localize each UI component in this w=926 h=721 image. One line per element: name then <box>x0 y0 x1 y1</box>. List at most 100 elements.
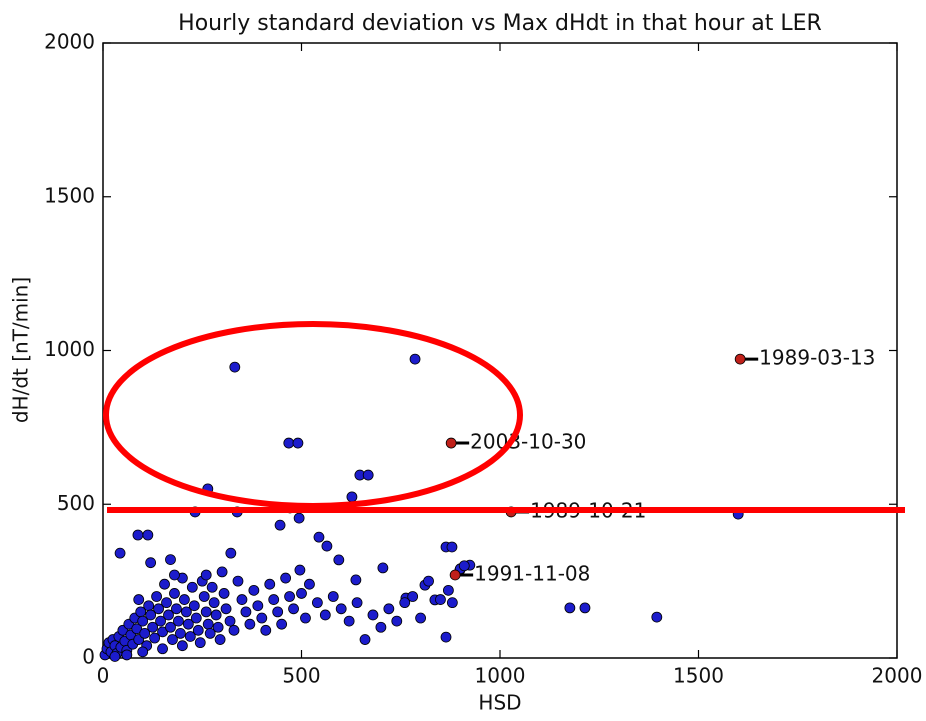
point <box>351 597 363 609</box>
point <box>202 618 214 630</box>
point <box>155 615 166 627</box>
point <box>248 584 260 596</box>
x-tick-label: 2000 <box>872 664 923 688</box>
point <box>176 640 188 652</box>
point <box>190 612 202 624</box>
x-tick-label: 0 <box>97 664 110 688</box>
highlight-point <box>445 437 457 449</box>
point <box>391 615 403 627</box>
point <box>359 634 371 645</box>
point <box>284 591 295 602</box>
point <box>296 588 307 599</box>
point <box>423 575 434 587</box>
y-axis-label: dH/dt [nT/min] <box>9 277 33 423</box>
point <box>178 594 190 605</box>
point <box>167 634 178 645</box>
overlay-ellipse <box>103 321 523 509</box>
x-tick-label: 1000 <box>475 664 526 688</box>
y-tick-label: 500 <box>57 491 95 515</box>
point <box>579 602 591 614</box>
point <box>163 609 174 621</box>
point <box>182 618 194 630</box>
point <box>304 578 315 590</box>
point <box>151 591 162 602</box>
point <box>256 612 268 624</box>
point <box>367 609 379 621</box>
point <box>435 594 446 605</box>
y-tick-label: 1500 <box>44 183 95 207</box>
point <box>311 597 323 609</box>
point <box>458 560 470 572</box>
point <box>244 618 256 630</box>
y-tick-label: 1000 <box>44 337 95 361</box>
point <box>375 621 387 633</box>
point <box>300 612 311 624</box>
point <box>165 554 176 565</box>
point <box>198 591 210 602</box>
point <box>210 609 222 621</box>
annotation-label: 1989-03-13 <box>759 346 875 370</box>
point <box>409 353 421 365</box>
point <box>171 603 182 615</box>
point <box>175 628 186 639</box>
point <box>161 597 172 609</box>
point <box>218 588 230 599</box>
point <box>137 615 149 627</box>
point <box>274 519 286 531</box>
point <box>114 547 126 559</box>
point <box>132 529 144 541</box>
point <box>224 615 236 627</box>
point <box>343 615 355 627</box>
point <box>143 600 155 612</box>
point <box>232 575 244 587</box>
point <box>149 632 161 644</box>
point <box>157 643 168 655</box>
point <box>225 547 237 559</box>
x-axis-label: HSD <box>478 691 521 715</box>
point <box>327 591 339 602</box>
point <box>229 361 241 373</box>
point <box>446 541 458 553</box>
point <box>200 569 212 581</box>
point <box>442 584 454 596</box>
point <box>228 624 240 636</box>
point <box>173 615 184 627</box>
point <box>208 597 220 609</box>
x-tick-label: 500 <box>282 664 320 688</box>
point <box>169 569 180 581</box>
point <box>157 626 168 638</box>
point <box>292 437 304 449</box>
point <box>377 562 389 574</box>
point <box>121 649 133 661</box>
point <box>268 594 280 605</box>
point <box>252 600 264 612</box>
point <box>564 602 576 614</box>
point <box>145 609 157 621</box>
point <box>293 512 305 524</box>
point <box>188 600 200 612</box>
point <box>313 531 325 543</box>
highlight-point <box>449 569 461 581</box>
point <box>169 588 180 599</box>
point <box>407 591 419 602</box>
point <box>280 572 292 584</box>
point <box>139 628 151 639</box>
point <box>131 623 143 635</box>
highlight-point <box>734 353 746 365</box>
point <box>192 624 204 636</box>
point <box>206 581 218 593</box>
annotation-label: 2003-10-30 <box>470 430 586 454</box>
point <box>194 637 206 649</box>
point <box>214 634 226 645</box>
point <box>109 651 121 662</box>
chart-title: Hourly standard deviation vs Max dHdt in… <box>178 11 822 36</box>
point <box>186 581 198 593</box>
point <box>415 612 427 624</box>
point <box>446 597 458 609</box>
point <box>216 566 228 578</box>
point <box>137 646 149 658</box>
point <box>260 624 272 636</box>
x-tick-label: 1500 <box>673 664 724 688</box>
